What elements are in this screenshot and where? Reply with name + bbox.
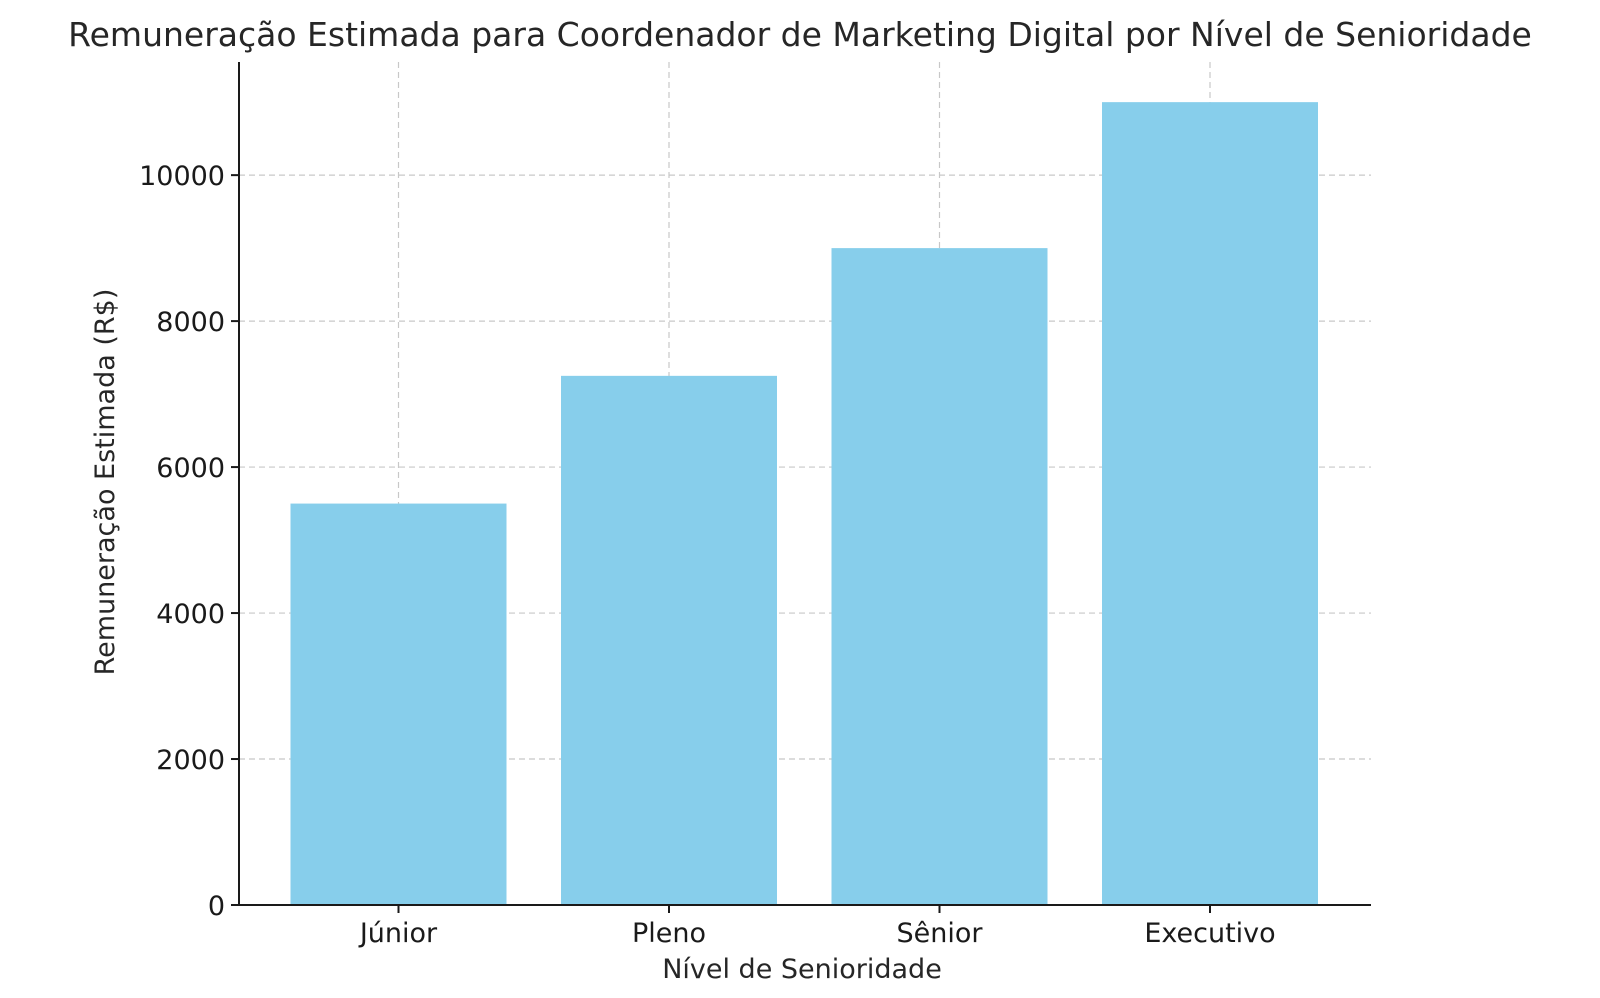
y-tick-label: 8000: [156, 307, 225, 338]
tick-labels: 0 2000 4000 6000 8000 10000 Júnior Pleno Sênior E…: [139, 161, 1276, 949]
x-axis-label: Nível de Senioridade: [662, 954, 942, 985]
y-axis-label: Remuneração Estimada (R$): [90, 289, 121, 676]
x-tick-label: Pleno: [632, 918, 706, 949]
x-tick-label: Executivo: [1144, 918, 1275, 949]
x-tick-label: Sênior: [897, 918, 984, 949]
y-tick-label: 6000: [156, 453, 225, 484]
y-tick-label: 10000: [139, 161, 225, 192]
chart-title: Remuneração Estimada para Coordenador de…: [68, 15, 1532, 54]
x-tick-label: Júnior: [358, 918, 438, 949]
y-tick-label: 2000: [156, 745, 225, 776]
bar-4: [1102, 102, 1318, 905]
y-tick-label: 4000: [156, 599, 225, 630]
bar-2: [561, 375, 777, 906]
bar-3: [831, 248, 1048, 905]
bars: [290, 102, 1318, 906]
y-tick-label: 0: [208, 891, 225, 922]
bar-1: [290, 503, 507, 905]
axes: [231, 62, 1371, 913]
